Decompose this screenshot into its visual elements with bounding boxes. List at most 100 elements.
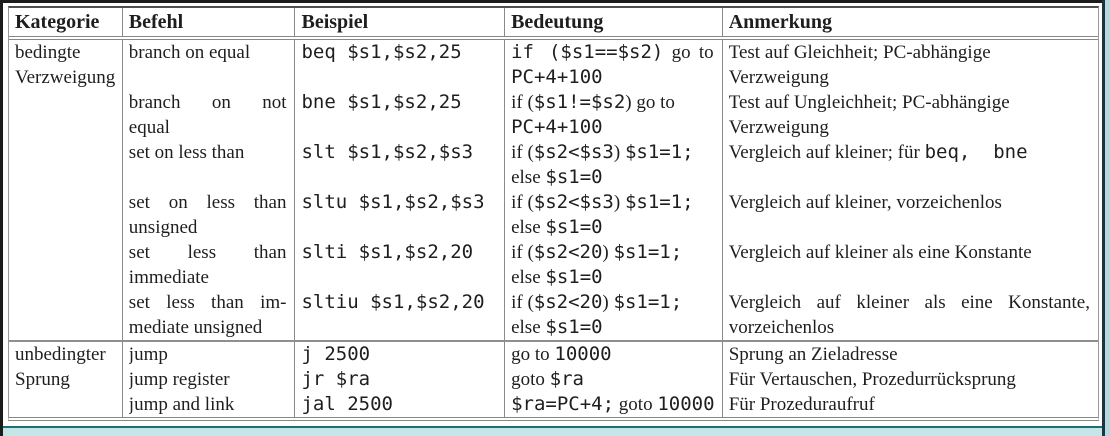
bedeutung-cell: $ra=PC+4; goto 10000 <box>511 392 722 417</box>
column-anmerkung: Test auf Gleichheit; PC-abhängige Verzwei… <box>723 40 1098 340</box>
code-text: $s2<$s3 <box>533 191 614 213</box>
column-beispiel: j 2500 jr $ra jal 2500 <box>295 342 506 417</box>
code-text: sltiu $s1,$s2,20 <box>301 291 485 313</box>
befehl-cell: jump and link <box>129 392 295 417</box>
body-text: go to <box>511 344 555 365</box>
code-text: $ra=PC+4; <box>511 393 615 415</box>
column-header-anmerkung: Anmerkung <box>728 11 833 33</box>
code-text: $s1=0 <box>545 316 603 338</box>
body-text: if ( <box>511 92 534 113</box>
beispiel-cell: slti $s1,$s2,20 <box>301 240 504 290</box>
code-text: j 2500 <box>301 343 371 365</box>
code-text: $s1=1; <box>624 191 694 213</box>
bedeutung-cell: if ($s1!=$s2) go to PC+4+100 <box>511 90 722 140</box>
code-text: $s1!=$s2 <box>533 91 626 113</box>
body-text: immediate <box>128 267 209 288</box>
outer-frame-right <box>1102 0 1105 436</box>
outer-frame-left <box>0 0 3 436</box>
column-bedeutung: if ($s1==$s2) go to PC+4+100 if ($s1!=$s2)… <box>505 40 723 340</box>
beispiel-cell: jal 2500 <box>301 392 504 417</box>
body-text: if ( <box>511 292 534 313</box>
beispiel-cell: jr $ra <box>301 367 504 392</box>
body-text: ) <box>613 142 625 163</box>
body-text: mediate unsigned <box>128 317 263 338</box>
body-text: goto <box>511 369 550 390</box>
bedeutung-cell: if ($s2<$s3) $s1=1; else $s1=0 <box>511 190 722 240</box>
column-header-beispiel: Beispiel <box>295 8 506 36</box>
code-text: bne $s1,$s2,25 <box>301 91 462 113</box>
column-befehl: jump jump register jump and link <box>123 342 296 417</box>
column-befehl: branch on equal branch on not equal set on … <box>123 40 296 340</box>
code-text: $s1=0 <box>545 266 603 288</box>
body-text: ) <box>602 292 614 313</box>
body-text: Für Vertauschen, Prozedurrücksprung <box>728 369 1016 390</box>
code-text: $s2<20 <box>533 241 603 263</box>
anmerkung-cell: Vergleich auf kleiner, vorzeichenlos <box>729 190 1098 240</box>
anmerkung-cell: Vergleich auf kleiner; für beq, bne <box>729 140 1098 190</box>
category-text: Sprung <box>15 369 70 390</box>
code-text: 10000 <box>657 393 715 415</box>
body-text: Test auf Gleichheit; PC-abhängige <box>728 42 991 63</box>
code-text: slt $s1,$s2,$s3 <box>301 141 474 163</box>
body-text: goto <box>614 394 658 415</box>
anmerkung-cell: Test auf Ungleichheit; PC-abhängige Verzw… <box>729 90 1098 140</box>
body-text: Vergleich auf kleiner als eine Konstante <box>728 242 1032 263</box>
befehl-cell: set less than im-mediate unsigned <box>129 290 295 340</box>
table-group: unbedingter Sprung jump jump register jump a… <box>9 340 1098 417</box>
body-text: if ( <box>511 192 534 213</box>
body-text: set less than im- <box>128 292 287 313</box>
mips-instruction-table: Kategorie Befehl Beispiel Bedeutung Anmerkun… <box>8 6 1099 421</box>
body-text: set on less than <box>128 142 245 163</box>
beispiel-cell: sltiu $s1,$s2,20 <box>301 290 504 340</box>
body-text: vorzeichenlos <box>728 317 835 338</box>
category-cell: bedingte Verzweigung <box>9 40 123 340</box>
table-header-row: Kategorie Befehl Beispiel Bedeutung Anmerkun… <box>9 8 1098 40</box>
bedeutung-cell: goto $ra <box>511 367 722 392</box>
code-text: 10000 <box>554 343 612 365</box>
body-text: else <box>511 267 546 288</box>
beispiel-cell: beq $s1,$s2,25 <box>301 40 504 90</box>
body-text: jump register <box>128 369 230 390</box>
body-text: jump <box>128 344 168 365</box>
outer-frame-top <box>0 0 1105 3</box>
column-header-bedeutung: Bedeutung <box>505 8 723 36</box>
code-text: PC+4+100 <box>511 66 603 88</box>
body-text: equal <box>128 117 170 138</box>
body-text: ) <box>602 242 614 263</box>
code-text: $s2<20 <box>533 291 603 313</box>
body-text: Sprung an Zieladresse <box>728 344 898 365</box>
body-text: jump and link <box>128 394 235 415</box>
body-text: if ( <box>511 142 534 163</box>
body-text: else <box>511 167 546 188</box>
befehl-cell: branch on equal <box>129 40 295 90</box>
body-text: set less than <box>128 242 287 263</box>
body-text: ) go to <box>625 92 675 113</box>
befehl-cell: branch on not equal <box>129 90 295 140</box>
bedeutung-cell: if ($s2<20) $s1=1; else $s1=0 <box>511 290 722 340</box>
footer-teal-rule <box>3 426 1102 428</box>
code-text: beq $s1,$s2,25 <box>301 41 462 63</box>
befehl-cell: set on less than <box>129 140 295 190</box>
body-text: if ( <box>511 242 534 263</box>
bedeutung-cell: if ($s1==$s2) go to PC+4+100 <box>511 40 722 90</box>
body-text: branch on equal <box>128 42 251 63</box>
befehl-cell: set on less than unsigned <box>129 190 295 240</box>
code-text: PC+4+100 <box>511 116 603 138</box>
category-cell: unbedingter Sprung <box>9 342 123 417</box>
column-header-befehl: Befehl <box>123 8 296 36</box>
column-anmerkung: Sprung an Zieladresse Für Vertauschen, Pr… <box>723 342 1098 417</box>
body-text: Verzweigung <box>728 67 829 88</box>
code-text: $s2<$s3 <box>533 141 614 163</box>
code-text: $s1=0 <box>545 216 603 238</box>
bedeutung-cell: go to 10000 <box>511 342 722 367</box>
body-text: go to <box>663 42 714 63</box>
anmerkung-cell: Test auf Gleichheit; PC-abhängige Verzwei… <box>729 40 1098 90</box>
code-text: beq, bne <box>924 141 1028 163</box>
code-text: $s1=1; <box>613 291 683 313</box>
body-text: ) <box>613 192 625 213</box>
code-text: sltu $s1,$s2,$s3 <box>301 191 485 213</box>
beispiel-cell: bne $s1,$s2,25 <box>301 90 504 140</box>
anmerkung-cell: Vergleich auf kleiner als eine Konstante <box>729 240 1098 290</box>
bedeutung-cell: if ($s2<20) $s1=1; else $s1=0 <box>511 240 722 290</box>
table-group: bedingte Verzweigung branch on equal branch… <box>9 40 1098 340</box>
